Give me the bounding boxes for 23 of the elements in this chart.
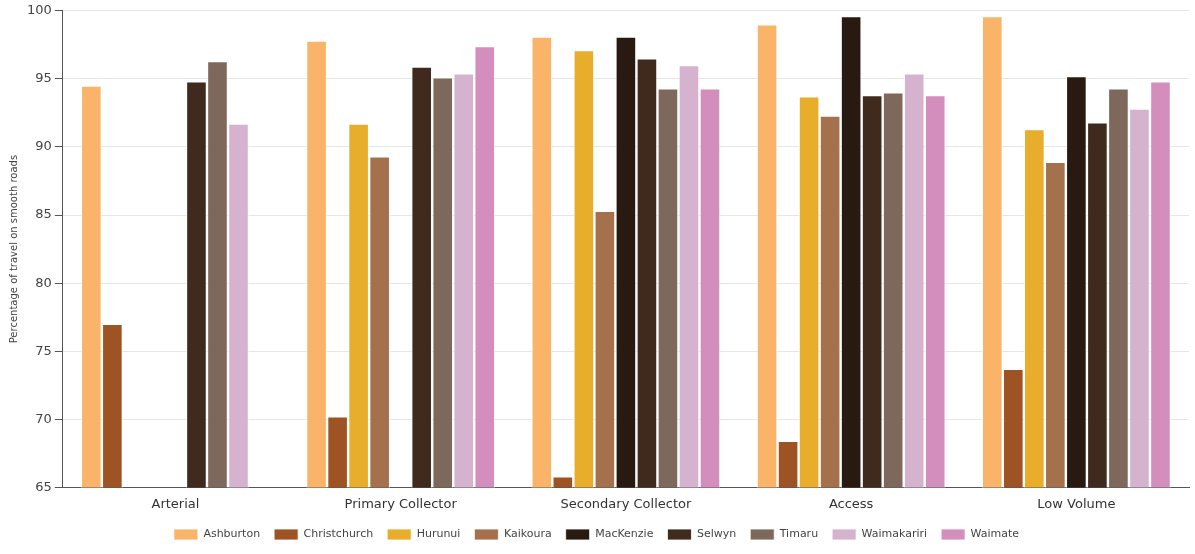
- y-tick-label: 100: [26, 2, 52, 18]
- y-tick-label: 90: [35, 138, 52, 154]
- x-tick-label: Low Volume: [1037, 495, 1116, 511]
- x-tick-label: Secondary Collector: [560, 495, 692, 511]
- y-tick-label: 75: [35, 342, 52, 358]
- y-tick-label: 95: [35, 70, 52, 86]
- y-tick-label: 80: [35, 274, 52, 290]
- legend-label: Waimate: [970, 527, 1020, 541]
- x-tick-label: Arterial: [151, 495, 200, 511]
- legend-label: Waimakariri: [861, 527, 928, 541]
- y-tick-label: 85: [35, 206, 52, 222]
- y-axis-title: Percentage of travel on smooth roads: [7, 154, 19, 344]
- legend-label: Christchurch: [303, 527, 374, 541]
- legend-label: Ashburton: [203, 527, 261, 541]
- legend-label: Hurunui: [416, 527, 461, 541]
- x-tick-label: Primary Collector: [344, 495, 458, 511]
- legend-label: Timaru: [778, 527, 819, 541]
- y-tick-label: 65: [35, 478, 52, 494]
- legend-label: Kaikoura: [503, 527, 552, 541]
- y-tick-label: 70: [35, 410, 52, 426]
- legend-label: Selwyn: [696, 527, 737, 541]
- x-tick-label: Access: [828, 495, 874, 511]
- legend-label: MacKenzie: [595, 527, 654, 541]
